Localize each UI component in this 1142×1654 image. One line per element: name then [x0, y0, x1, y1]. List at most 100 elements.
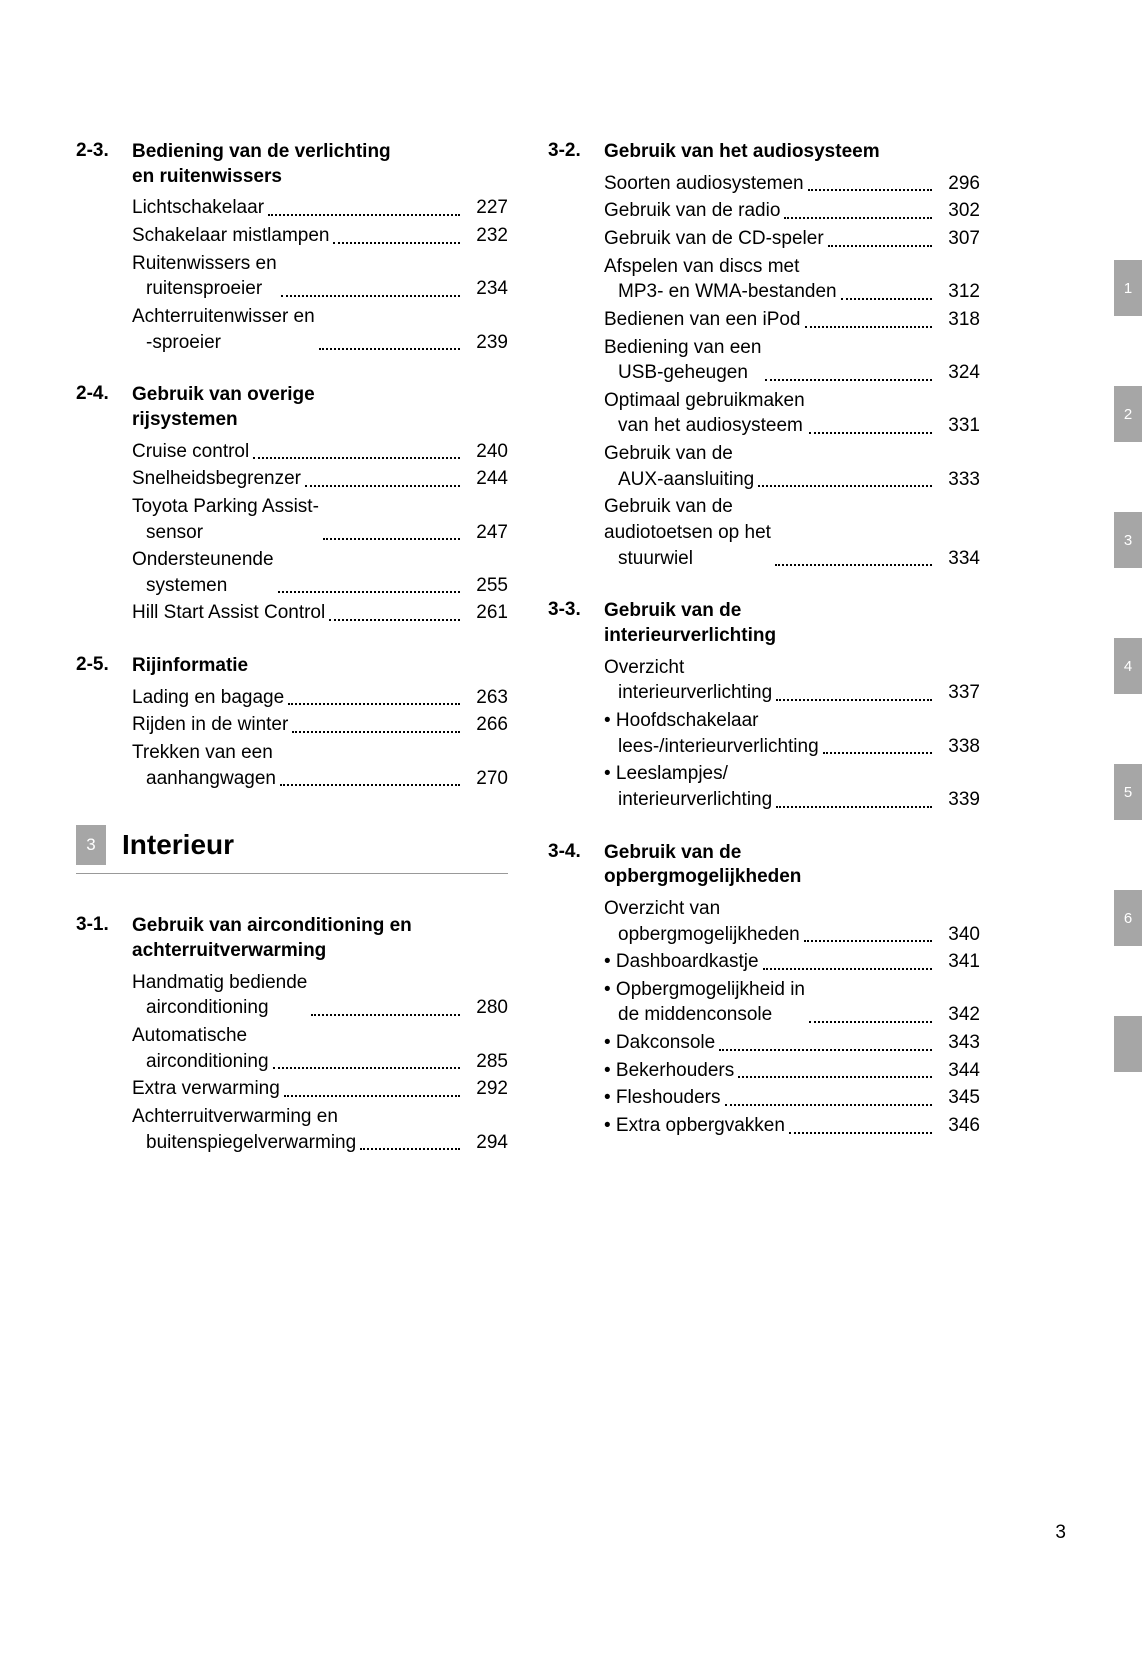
toc-entry: • Opbergmogelijkheid inde middenconsole3… [604, 977, 980, 1028]
dot-leader [738, 1076, 932, 1078]
toc-entry: Soorten audiosystemen296 [604, 171, 980, 197]
side-tab[interactable]: 2 [1114, 386, 1142, 442]
dot-leader [288, 703, 460, 705]
dot-leader [292, 731, 460, 733]
entry-label: • Extra opbergvakken [604, 1113, 785, 1139]
toc-entry: Lichtschakelaar227 [132, 195, 508, 221]
entry-page: 280 [464, 995, 508, 1021]
section-number: 3-1. [76, 914, 132, 936]
toc-entry: Trekken van eenaanhangwagen270 [132, 740, 508, 791]
entry-page: 318 [936, 307, 980, 333]
entry-label: Overzicht vanopbergmogelijkheden [604, 896, 800, 947]
entry-page: 232 [464, 223, 508, 249]
entry-label: • Dakconsole [604, 1030, 715, 1056]
entry-page: 333 [936, 467, 980, 493]
dot-leader [823, 752, 932, 754]
entry-page: 324 [936, 360, 980, 386]
dot-leader [789, 1132, 932, 1134]
entry-label: Gebruik van deaudiotoetsen op hetstuurwi… [604, 494, 771, 571]
chapter-title: Interieur [122, 829, 234, 861]
entry-page: 338 [936, 734, 980, 760]
entry-label: Toyota Parking Assist-sensor [132, 494, 319, 545]
section-title: Bediening van de verlichting en ruitenwi… [132, 140, 412, 189]
section-title: Rijinformatie [132, 654, 412, 679]
section-head: 3-2.Gebruik van het audiosysteem [548, 140, 980, 165]
right-column: 3-2.Gebruik van het audiosysteem Soorten … [548, 140, 980, 1183]
dot-leader [828, 245, 932, 247]
entry-list: Overzicht vanopbergmogelijkheden340• Das… [548, 896, 980, 1139]
section-head: 2-4.Gebruik van overige rijsystemen [76, 383, 508, 432]
toc-entry: Bedienen van een iPod 318 [604, 307, 980, 333]
toc-entry: Ondersteunendesystemen255 [132, 547, 508, 598]
entry-list: Lading en bagage263Rijden in de winter26… [76, 685, 508, 792]
side-tab[interactable]: 1 [1114, 260, 1142, 316]
toc-entry: • Bekerhouders344 [604, 1058, 980, 1084]
entry-label: Lichtschakelaar [132, 195, 264, 221]
section-title: Gebruik van overige rijsystemen [132, 383, 412, 432]
entry-page: 344 [936, 1058, 980, 1084]
dot-leader [804, 940, 932, 942]
toc-entry: Handmatig bediendeairconditioning280 [132, 970, 508, 1021]
entry-label: Bediening van eenUSB-geheugen [604, 335, 761, 386]
entry-page: 239 [464, 330, 508, 356]
entry-page: 341 [936, 949, 980, 975]
entry-list: Soorten audiosystemen296Gebruik van de r… [548, 171, 980, 572]
section-title: Gebruik van de opbergmogelijkheden [604, 841, 884, 890]
side-tab[interactable]: 5 [1114, 764, 1142, 820]
dot-leader [305, 485, 460, 487]
side-tab[interactable]: . [1114, 1016, 1142, 1072]
entry-label: Ondersteunendesystemen [132, 547, 274, 598]
toc-entry: Bediening van eenUSB-geheugen 324 [604, 335, 980, 386]
entry-page: 307 [936, 226, 980, 252]
entry-page: 234 [464, 276, 508, 302]
entry-label: Afspelen van discs metMP3- en WMA-bestan… [604, 254, 837, 305]
section-head: 3-3.Gebruik van de interieurverlichting [548, 599, 980, 648]
toc-entry: Rijden in de winter 266 [132, 712, 508, 738]
entry-page: 270 [464, 766, 508, 792]
entry-label: Soorten audiosystemen [604, 171, 804, 197]
entry-page: 266 [464, 712, 508, 738]
dot-leader [841, 298, 932, 300]
side-tab[interactable]: 4 [1114, 638, 1142, 694]
entry-label: Hill Start Assist Control [132, 600, 325, 626]
dot-leader [776, 806, 932, 808]
entry-page: 285 [464, 1049, 508, 1075]
toc-entry: Ruitenwissers enruitensproeier234 [132, 251, 508, 302]
toc-entry: Overzichtinterieurverlichting337 [604, 655, 980, 706]
toc-entry: Overzicht vanopbergmogelijkheden340 [604, 896, 980, 947]
toc-entry: Gebruik van de radio302 [604, 198, 980, 224]
chapter-badge: 3 [76, 825, 106, 865]
side-tab[interactable]: 3 [1114, 512, 1142, 568]
entry-label: Extra verwarming [132, 1076, 280, 1102]
dot-leader [809, 432, 932, 434]
entry-label: Rijden in de winter [132, 712, 288, 738]
dot-leader [311, 1014, 460, 1016]
entry-list: Overzichtinterieurverlichting337• Hoofds… [548, 655, 980, 813]
section-head: 2-5.Rijinformatie [76, 654, 508, 679]
dot-leader [765, 379, 932, 381]
entry-page: 343 [936, 1030, 980, 1056]
dot-leader [809, 1021, 932, 1023]
dot-leader [333, 242, 460, 244]
dot-leader [808, 189, 932, 191]
dot-leader [280, 784, 460, 786]
dot-leader [758, 485, 932, 487]
dot-leader [775, 564, 932, 566]
entry-label: Automatischeairconditioning [132, 1023, 269, 1074]
entry-list: Lichtschakelaar227Schakelaar mistlampen2… [76, 195, 508, 355]
entry-page: 240 [464, 439, 508, 465]
section-head: 3-1.Gebruik van airconditioning en achte… [76, 914, 508, 963]
toc-entry: • Dashboardkastje341 [604, 949, 980, 975]
entry-page: 294 [464, 1130, 508, 1156]
toc-entry: Gebruik van de CD-speler307 [604, 226, 980, 252]
section-number: 3-4. [548, 841, 604, 863]
entry-page: 334 [936, 546, 980, 572]
toc-entry: Cruise control240 [132, 439, 508, 465]
side-tab[interactable]: 6 [1114, 890, 1142, 946]
entry-label: Bedienen van een iPod [604, 307, 801, 333]
dot-leader [323, 538, 460, 540]
entry-label: • Hoofdschakelaarlees-/interieurverlicht… [604, 708, 819, 759]
dot-leader [360, 1148, 460, 1150]
toc-entry: Optimaal gebruikmakenvan het audiosystee… [604, 388, 980, 439]
toc-entry: • Leeslampjes/interieurverlichting339 [604, 761, 980, 812]
